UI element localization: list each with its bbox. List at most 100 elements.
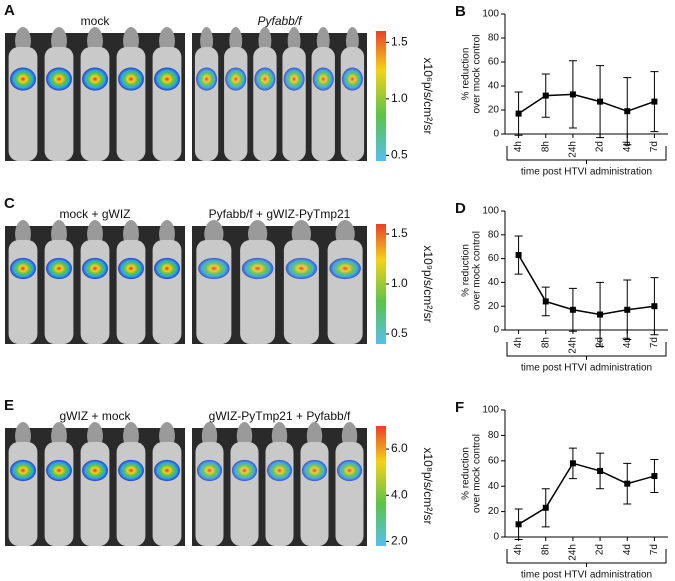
y-tick-label: 0	[493, 532, 499, 543]
y-axis-label: % reduction	[461, 48, 472, 101]
signal-blob	[118, 257, 144, 280]
signal-blob	[118, 67, 144, 91]
x-bracket	[506, 342, 667, 360]
y-tick-label: 60	[488, 57, 500, 68]
colorbar-tick-label: 0.5	[391, 326, 408, 340]
colorbar	[376, 224, 386, 344]
image-background	[192, 33, 367, 161]
data-line	[518, 462, 655, 525]
data-point	[624, 480, 631, 487]
mouse-body	[240, 240, 276, 344]
mouse-body	[80, 47, 110, 161]
data-point	[515, 252, 522, 259]
mouse-body	[152, 442, 182, 546]
mouse-body	[44, 240, 74, 344]
x-tick-label: 4h	[513, 544, 524, 555]
mouse-body	[311, 47, 335, 161]
colorbar-tick-label: 1.5	[391, 34, 408, 48]
signal-blob	[231, 459, 258, 482]
image-caption: Pyfabb/f + gWIZ-PyTmp21	[209, 207, 351, 221]
signal-blob	[241, 257, 274, 280]
y-axis-label: % reduction	[461, 447, 472, 500]
mouse-body	[282, 47, 306, 161]
mouse-body	[265, 442, 294, 546]
data-point	[597, 467, 604, 474]
colorbar-unit: x10⁶p/s/cm²/sr	[421, 58, 435, 135]
x-tick-label: 4h	[513, 337, 524, 348]
panel-letter: E	[4, 397, 14, 414]
panel-letter: C	[4, 195, 15, 212]
mouse-body	[80, 442, 110, 546]
colorbar-tick-label: 0.5	[391, 148, 408, 162]
data-point	[651, 303, 658, 310]
signal-blob	[254, 67, 276, 91]
colorbar-tick-label: 6.0	[391, 441, 408, 455]
y-tick-label: 40	[488, 277, 500, 288]
signal-blob	[329, 257, 361, 280]
y-tick-label: 100	[482, 206, 499, 217]
data-point	[597, 311, 604, 318]
mouse-body	[152, 240, 182, 344]
x-bracket	[506, 146, 667, 164]
image-caption: mock + gWIZ	[59, 207, 130, 221]
y-tick-label: 100	[482, 9, 499, 20]
mouse-body	[116, 47, 146, 161]
y-tick-label: 0	[493, 325, 499, 336]
signal-blob	[154, 67, 180, 91]
mouse-body	[44, 442, 74, 546]
data-point	[597, 98, 604, 105]
data-point	[542, 504, 549, 511]
x-axis-label: time post HTVI administration	[521, 363, 652, 374]
mouse-body	[327, 240, 363, 344]
mouse-body	[195, 442, 224, 546]
y-tick-label: 0	[493, 129, 499, 140]
signal-blob	[46, 257, 72, 280]
data-point	[569, 91, 576, 98]
panel-letter: A	[4, 2, 15, 19]
data-point	[651, 473, 658, 480]
x-tick-label: 4d	[622, 544, 633, 555]
signal-blob	[225, 67, 247, 91]
x-tick-label: 2d	[595, 544, 606, 555]
data-point	[569, 460, 576, 467]
data-point	[542, 298, 549, 305]
mouse-body	[116, 442, 146, 546]
mouse-body	[230, 442, 259, 546]
signal-blob	[154, 459, 180, 482]
colorbar-tick-label: 1.5	[391, 226, 408, 240]
signal-blob	[341, 67, 363, 91]
x-tick-label: 24h	[568, 544, 579, 561]
colorbar-unit: x10⁹p/s/cm²/sr	[421, 245, 435, 322]
data-point	[624, 108, 631, 115]
signal-blob	[196, 67, 218, 91]
signal-blob	[196, 459, 223, 482]
colorbar	[376, 31, 386, 161]
signal-blob	[10, 257, 36, 280]
x-tick-label: 8h	[540, 544, 551, 555]
panel-letter: F	[455, 399, 464, 416]
y-tick-label: 40	[488, 81, 500, 92]
x-tick-label: 8h	[540, 141, 551, 152]
x-tick-label: 7d	[649, 544, 660, 555]
data-point	[624, 306, 631, 313]
x-tick-label: 7d	[649, 141, 660, 152]
data-line	[517, 254, 655, 316]
mouse-body	[116, 240, 146, 344]
x-tick-label: 2d	[595, 141, 606, 152]
data-point	[515, 110, 522, 117]
y-tick-label: 60	[488, 253, 500, 264]
mouse-body	[8, 47, 38, 161]
x-tick-label: 4h	[513, 141, 524, 152]
y-tick-label: 20	[488, 301, 500, 312]
mouse-body	[8, 240, 38, 344]
x-tick-label: 24h	[568, 141, 579, 158]
x-tick-label: 24h	[568, 337, 579, 354]
y-tick-label: 20	[488, 506, 500, 517]
signal-blob	[46, 459, 72, 482]
signal-blob	[10, 459, 36, 482]
signal-blob	[82, 67, 108, 91]
mouse-body	[300, 442, 329, 546]
x-tick-label: 8h	[540, 337, 551, 348]
image-caption: gWIZ-PyTmp21 + Pyfabb/f	[209, 409, 351, 423]
